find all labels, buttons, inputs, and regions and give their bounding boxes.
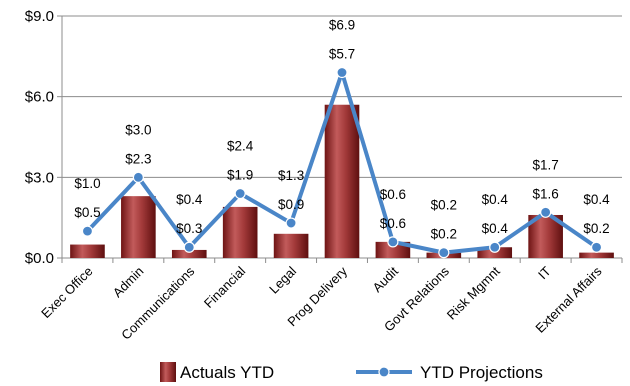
actual-data-label: $0.2 [583, 221, 609, 236]
bar [375, 241, 411, 258]
projection-data-label: $2.4 [227, 138, 254, 153]
actual-data-label: $0.6 [380, 216, 406, 231]
projection-point [132, 171, 144, 183]
category-label: Exec Office [38, 264, 95, 321]
actual-data-label: $2.3 [125, 151, 151, 166]
y-tick-label: $3.0 [25, 169, 54, 186]
projection-data-label: $1.7 [532, 157, 558, 172]
actual-data-label: $0.5 [74, 205, 100, 220]
actual-data-label: $1.6 [532, 186, 558, 201]
line-series [81, 66, 603, 259]
projection-data-label: $0.4 [176, 192, 203, 207]
projection-data-label: $0.2 [431, 198, 457, 213]
legend-projections-label: YTD Projections [420, 363, 543, 382]
y-tick-label: $6.0 [25, 89, 54, 106]
projection-point [489, 241, 501, 253]
projection-point [183, 241, 195, 253]
projection-point [438, 247, 450, 259]
projection-point [540, 206, 552, 218]
category-label: Financial [201, 263, 248, 310]
bar [121, 196, 156, 258]
projection-data-label: $0.6 [380, 187, 406, 202]
actual-data-label: $0.9 [278, 197, 304, 212]
projection-data-label: $0.4 [583, 192, 610, 207]
projection-data-label: $6.9 [329, 17, 355, 32]
actual-data-label: $0.3 [176, 221, 202, 236]
projection-data-label: $0.4 [482, 192, 509, 207]
category-label: Admin [110, 264, 147, 301]
projection-data-label: $1.3 [278, 168, 304, 183]
projection-point [81, 225, 94, 237]
actual-data-label: $0.4 [482, 221, 509, 236]
category-label: Risk Mgmnt [444, 263, 503, 322]
bar [273, 233, 309, 258]
projection-point [590, 241, 603, 253]
projection-point [387, 236, 399, 248]
legend-bar-swatch [160, 362, 176, 382]
y-tick-label: $0.0 [25, 250, 54, 267]
bar [324, 104, 360, 258]
projection-data-label: $1.0 [74, 176, 100, 191]
data-labels: $1.0 $0.5 $3.0 $2.3 $0.4 $0.3 $2.4 $1.9 $1.3 $0.9… [74, 17, 610, 241]
actual-data-label: $5.7 [329, 46, 355, 61]
legend-actuals-label: Actuals YTD [180, 363, 274, 382]
bar [579, 252, 614, 258]
y-tick-label: $9.0 [25, 8, 54, 25]
projection-point [234, 187, 246, 200]
projection-point [285, 217, 297, 229]
category-label: IT [535, 263, 554, 282]
category-label: Audit [369, 263, 401, 295]
legend: Actuals YTD YTD Projections [160, 362, 543, 382]
projection-point [336, 66, 348, 79]
projection-data-label: $3.0 [125, 122, 151, 137]
actual-data-label: $0.2 [431, 227, 457, 242]
category-label: Legal [266, 263, 299, 296]
actual-data-label: $1.9 [227, 167, 253, 182]
bar [70, 244, 105, 258]
bar-series [70, 104, 614, 258]
bar [171, 249, 207, 258]
legend-line-marker [378, 366, 390, 378]
bar [222, 206, 258, 258]
